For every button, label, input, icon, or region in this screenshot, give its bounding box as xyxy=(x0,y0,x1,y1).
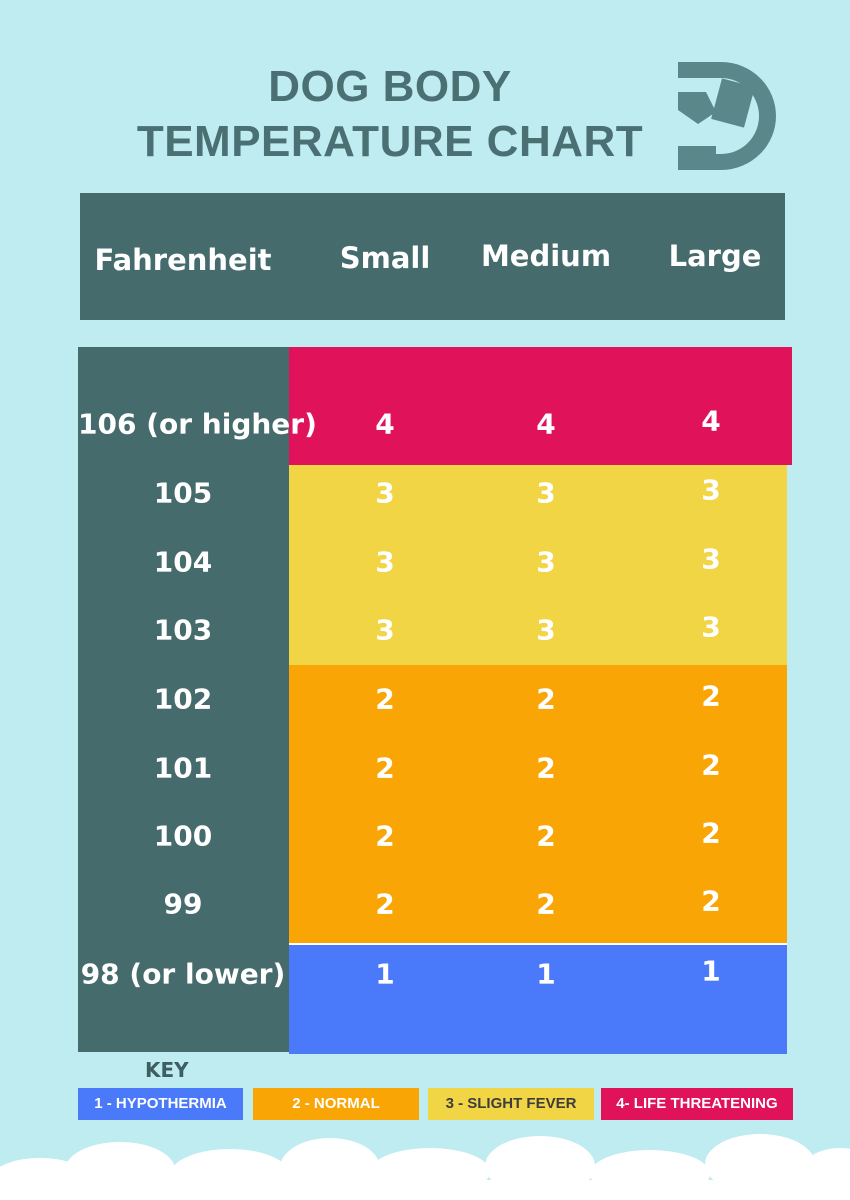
level-cell: 1 xyxy=(536,957,556,991)
level-cell: 2 xyxy=(536,751,556,785)
level-cell: 4 xyxy=(701,404,721,438)
row-label: 104 xyxy=(153,545,213,579)
level-cell: 2 xyxy=(536,682,556,716)
level-cell: 3 xyxy=(536,545,556,579)
column-header: Medium xyxy=(480,239,612,273)
level-cell: 3 xyxy=(375,613,395,647)
row-label: 100 xyxy=(153,819,213,853)
band-hypothermia xyxy=(289,943,787,1054)
level-cell: 2 xyxy=(536,887,556,921)
column-header: Fahrenheit xyxy=(94,243,272,277)
level-cell: 3 xyxy=(375,476,395,510)
key-item: 1 - HYPOTHERMIA xyxy=(78,1088,243,1120)
column-header: Small xyxy=(339,241,431,275)
level-cell: 3 xyxy=(536,476,556,510)
level-cell: 3 xyxy=(701,610,721,644)
level-cell: 1 xyxy=(701,954,721,988)
row-label: 103 xyxy=(153,613,213,647)
key-item: 4- LIFE THREATENING xyxy=(601,1088,793,1120)
row-label: 105 xyxy=(153,476,213,510)
level-cell: 1 xyxy=(375,957,395,991)
level-cell: 3 xyxy=(701,473,721,507)
level-cell: 2 xyxy=(701,679,721,713)
level-cell: 4 xyxy=(536,407,556,441)
level-cell: 2 xyxy=(701,816,721,850)
level-cell: 3 xyxy=(536,613,556,647)
level-cell: 2 xyxy=(375,682,395,716)
level-cell: 2 xyxy=(701,884,721,918)
key-item: 3 - SLIGHT FEVER xyxy=(428,1088,594,1120)
row-label: 106 (or higher) xyxy=(78,407,317,441)
row-label: 101 xyxy=(153,751,213,785)
column-header: Large xyxy=(668,239,762,273)
level-cell: 2 xyxy=(536,819,556,853)
row-label: 102 xyxy=(153,682,213,716)
logo xyxy=(678,62,776,170)
left-column xyxy=(78,347,289,1052)
title: TEMPERATURE CHART xyxy=(136,117,644,166)
level-cell: 2 xyxy=(701,748,721,782)
level-cell: 3 xyxy=(701,542,721,576)
level-cell: 4 xyxy=(375,407,395,441)
row-label: 98 (or lower) xyxy=(80,957,286,991)
level-cell: 2 xyxy=(375,819,395,853)
band-normal xyxy=(289,665,787,943)
level-cell: 3 xyxy=(375,545,395,579)
title: DOG BODY xyxy=(268,62,512,111)
band-slight-fever xyxy=(289,465,787,665)
level-cell: 2 xyxy=(375,751,395,785)
level-cell: 2 xyxy=(375,887,395,921)
clouds xyxy=(0,1134,850,1200)
key-title: KEY xyxy=(145,1058,189,1082)
band-life-threatening xyxy=(289,347,792,465)
key-item: 2 - NORMAL xyxy=(253,1088,419,1120)
header-bar xyxy=(80,193,785,320)
row-label: 99 xyxy=(163,887,203,921)
